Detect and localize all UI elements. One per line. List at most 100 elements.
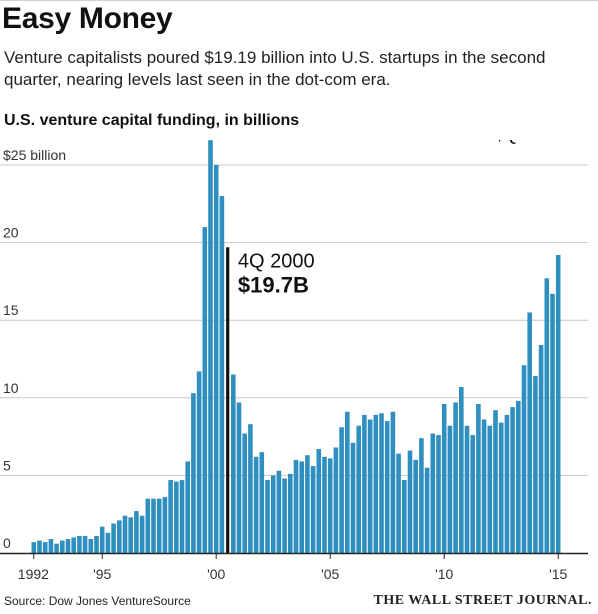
bars [31, 140, 561, 554]
bar [37, 540, 42, 553]
chart-title: U.S. venture capital funding, in billion… [4, 112, 300, 129]
annotation-label: 4Q 2000 [238, 250, 315, 272]
x-tick-label: '00 [207, 566, 225, 582]
bar [105, 532, 111, 553]
bar [179, 480, 185, 553]
bar [504, 414, 510, 553]
bar [231, 374, 236, 553]
bar [117, 520, 122, 553]
bar [191, 393, 196, 553]
bar [162, 497, 168, 553]
bar [139, 515, 145, 553]
bar [259, 452, 265, 553]
bar [362, 414, 367, 553]
x-tick-label: 1992 [18, 566, 49, 582]
bar [521, 365, 527, 553]
bar [305, 455, 310, 553]
bar [54, 543, 59, 553]
y-tick-label: $25 billion [3, 147, 66, 163]
bar [373, 414, 379, 553]
subhead: Venture capitalists poured $19.19 billio… [4, 48, 546, 89]
bar [65, 539, 71, 553]
x-axis: 1992 '95 '00 '05 '10 '15 [0, 552, 588, 582]
bar [270, 475, 276, 553]
x-tick-label: '15 [549, 566, 567, 582]
bar [94, 535, 99, 553]
bar [88, 539, 94, 553]
bar [82, 535, 88, 553]
bar [555, 255, 561, 553]
bar [299, 461, 304, 553]
bar [430, 433, 436, 553]
publisher-credit: THE WALL STREET JOURNAL. [373, 593, 592, 608]
bar [156, 498, 162, 553]
bar [134, 511, 139, 553]
bar [544, 278, 550, 553]
bar [441, 404, 447, 553]
bar [219, 196, 225, 553]
bar [248, 424, 253, 553]
bar [424, 467, 430, 553]
bar [145, 498, 151, 553]
annotations: 4Q 2000$19.7B 2Q 2015$19.2B [238, 140, 568, 297]
bar [493, 410, 498, 553]
bar [111, 523, 116, 553]
bar [276, 470, 282, 553]
bar [282, 478, 287, 553]
bar [31, 542, 37, 553]
top-rule [0, 0, 598, 1]
bar [533, 376, 538, 553]
y-tick-label: 20 [3, 225, 19, 241]
bar [476, 404, 481, 553]
bar [402, 480, 407, 553]
bar [447, 425, 453, 553]
x-tick-label: '05 [321, 566, 339, 582]
bar [487, 425, 493, 553]
bar [510, 407, 515, 553]
bar [128, 517, 133, 553]
bar [253, 456, 259, 553]
bar [419, 438, 424, 553]
bar [436, 435, 441, 553]
x-tick-label: '95 [93, 566, 111, 582]
bar [168, 480, 173, 553]
bar [242, 433, 247, 553]
bar [151, 498, 156, 553]
bar [470, 435, 475, 553]
bar [333, 447, 339, 553]
bar [413, 459, 418, 553]
bar [498, 422, 504, 553]
y-axis-labels: 0 5 10 15 20 $25 billion [3, 147, 66, 551]
bar [71, 537, 76, 553]
bar [327, 458, 333, 553]
bar [42, 542, 48, 553]
y-tick-label: 0 [3, 535, 11, 551]
bar [396, 453, 401, 553]
bar [77, 535, 82, 553]
bar [453, 402, 458, 553]
bar [174, 481, 179, 553]
bar [60, 540, 65, 553]
bar [322, 456, 327, 553]
bar [390, 411, 396, 553]
bar [99, 526, 105, 553]
bar [464, 425, 470, 553]
bar [122, 515, 128, 553]
x-tick-label: '10 [435, 566, 453, 582]
bar [356, 425, 361, 553]
y-tick-label: 10 [3, 380, 19, 396]
bar [350, 442, 356, 553]
bar [213, 165, 219, 553]
annotation-value: $19.2B [493, 140, 564, 145]
bar [265, 480, 270, 553]
bar [293, 459, 299, 553]
bar [481, 419, 487, 553]
bar [527, 312, 532, 553]
bar [538, 345, 544, 553]
bar [196, 371, 202, 553]
bar [48, 539, 54, 553]
bar [310, 466, 316, 553]
bar [345, 411, 350, 553]
source-note: Source: Dow Jones VentureSource [4, 594, 191, 608]
